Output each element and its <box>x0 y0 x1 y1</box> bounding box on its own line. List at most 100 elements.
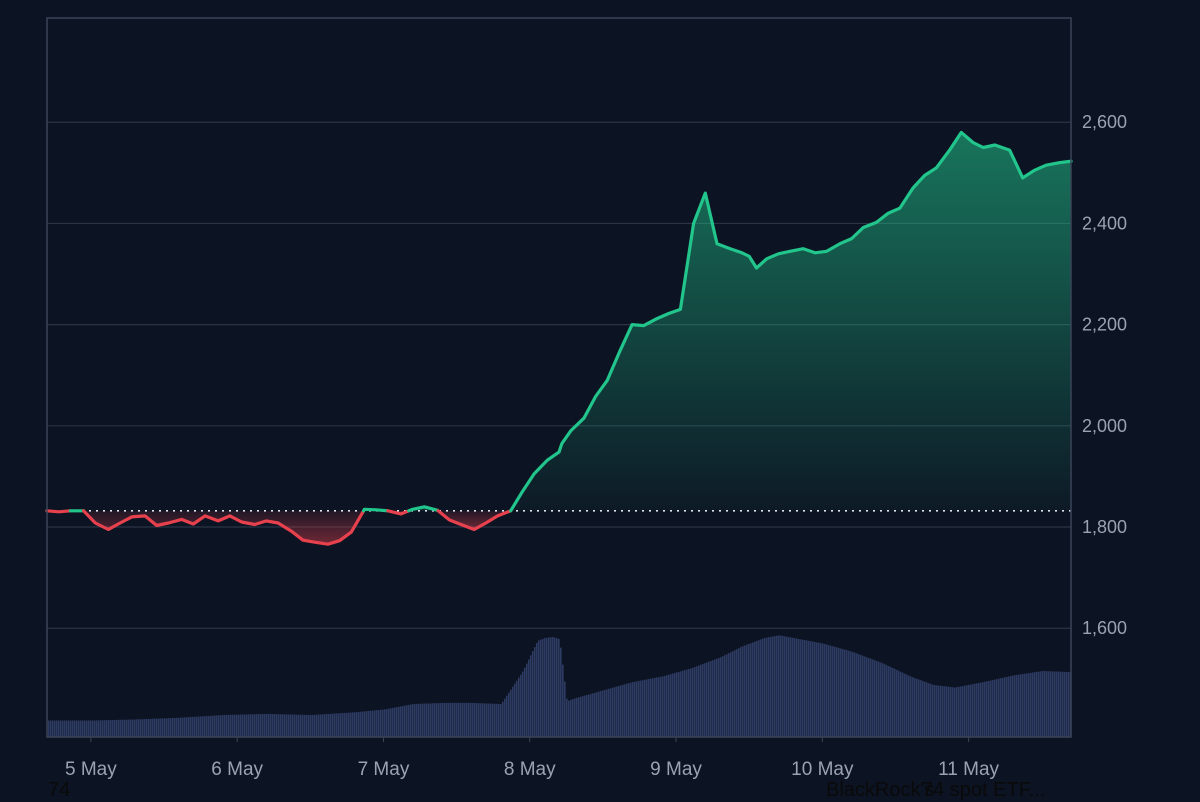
volume-bar <box>944 686 946 737</box>
volume-bar <box>80 721 82 738</box>
volume-bar <box>68 721 70 738</box>
volume-bar <box>734 650 736 737</box>
volume-bar <box>212 716 214 737</box>
volume-bar <box>246 714 248 737</box>
volume-bar <box>240 715 242 737</box>
volume-bar <box>280 714 282 737</box>
volume-bar <box>148 719 150 737</box>
volume-bar <box>940 686 942 737</box>
volume-bar <box>278 714 280 737</box>
volume-bar <box>668 675 670 737</box>
volume-bar <box>748 644 750 737</box>
volume-bar <box>468 703 470 737</box>
footer-article-text[interactable]: BlackRock's <box>826 779 934 802</box>
volume-bar <box>986 681 988 737</box>
volume-bar <box>86 721 88 738</box>
volume-bar <box>530 655 532 737</box>
volume-bar <box>300 715 302 737</box>
volume-bar <box>838 648 840 737</box>
volume-bar <box>406 705 408 737</box>
volume-bar <box>676 672 678 737</box>
volume-bar <box>438 703 440 737</box>
volume-bar <box>394 708 396 737</box>
volume-bar <box>72 721 74 738</box>
volume-bar <box>632 682 634 737</box>
footer-article-text-overlap[interactable]: 74 spot ETF... <box>922 779 1045 802</box>
volume-bar <box>614 687 616 737</box>
volume-bar <box>484 703 486 737</box>
volume-bar <box>274 714 276 737</box>
volume-bar <box>66 721 68 738</box>
volume-bar <box>918 679 920 737</box>
volume-bar <box>234 715 236 737</box>
volume-bar <box>1048 671 1050 737</box>
volume-bar <box>218 715 220 737</box>
volume-bar <box>490 704 492 737</box>
volume-bar <box>448 703 450 737</box>
volume-bar <box>812 642 814 737</box>
volume-bar <box>408 705 410 737</box>
volume-bar <box>970 684 972 737</box>
volume-bar <box>130 720 132 737</box>
volume-bar <box>798 639 800 737</box>
volume-bar <box>216 715 218 737</box>
volume-bar <box>746 645 748 737</box>
volume-bar <box>934 685 936 737</box>
volume-bar <box>932 685 934 737</box>
volume-bar <box>464 703 466 737</box>
volume-bar <box>204 716 206 737</box>
volume-bar <box>822 643 824 737</box>
price-area <box>47 132 1071 544</box>
volume-bar <box>422 704 424 737</box>
volume-bar <box>1052 671 1054 737</box>
volume-bar <box>306 715 308 737</box>
volume-bar <box>554 638 556 737</box>
volume-bar <box>630 683 632 737</box>
volume-bar <box>424 704 426 737</box>
volume-bar <box>958 687 960 737</box>
volume-bar <box>1056 672 1058 737</box>
volume-bar <box>346 713 348 737</box>
volume-bar <box>496 704 498 737</box>
volume-bar <box>780 636 782 737</box>
volume-bar <box>1054 671 1056 737</box>
volume-bar <box>286 714 288 737</box>
volume-bar <box>390 708 392 737</box>
volume-bar <box>804 640 806 737</box>
volume-bar <box>428 703 430 737</box>
volume-bar <box>604 690 606 737</box>
volume-bar <box>548 637 550 737</box>
volume-bar <box>946 687 948 737</box>
volume-bar <box>874 660 876 737</box>
volume-bar <box>168 718 170 737</box>
volume-bar <box>880 662 882 737</box>
volume-bar <box>594 693 596 737</box>
volume-bar <box>788 637 790 737</box>
volume-bar <box>322 714 324 737</box>
x-tick-label: 5 May <box>65 759 117 780</box>
volume-bar <box>808 641 810 737</box>
volume-bar <box>790 637 792 737</box>
volume-bar <box>372 711 374 737</box>
volume-bar <box>818 643 820 737</box>
volume-bar <box>722 656 724 737</box>
volume-bar <box>692 668 694 737</box>
volume-bar <box>332 714 334 737</box>
volume-bar <box>994 680 996 737</box>
volume-bar <box>64 721 66 738</box>
volume-bar <box>634 682 636 737</box>
volume-bar <box>540 640 542 737</box>
volume-bar <box>850 651 852 737</box>
volume-bar <box>716 659 718 737</box>
volume-bar <box>1006 677 1008 737</box>
volume-bar <box>170 718 172 737</box>
volume-bar <box>658 677 660 737</box>
volume-bar <box>526 664 528 737</box>
volume-bar <box>688 669 690 737</box>
volume-bar <box>916 679 918 737</box>
volume-bar <box>532 651 534 737</box>
volume-bar <box>990 680 992 737</box>
volume-bar <box>698 665 700 737</box>
volume-bar <box>420 704 422 737</box>
